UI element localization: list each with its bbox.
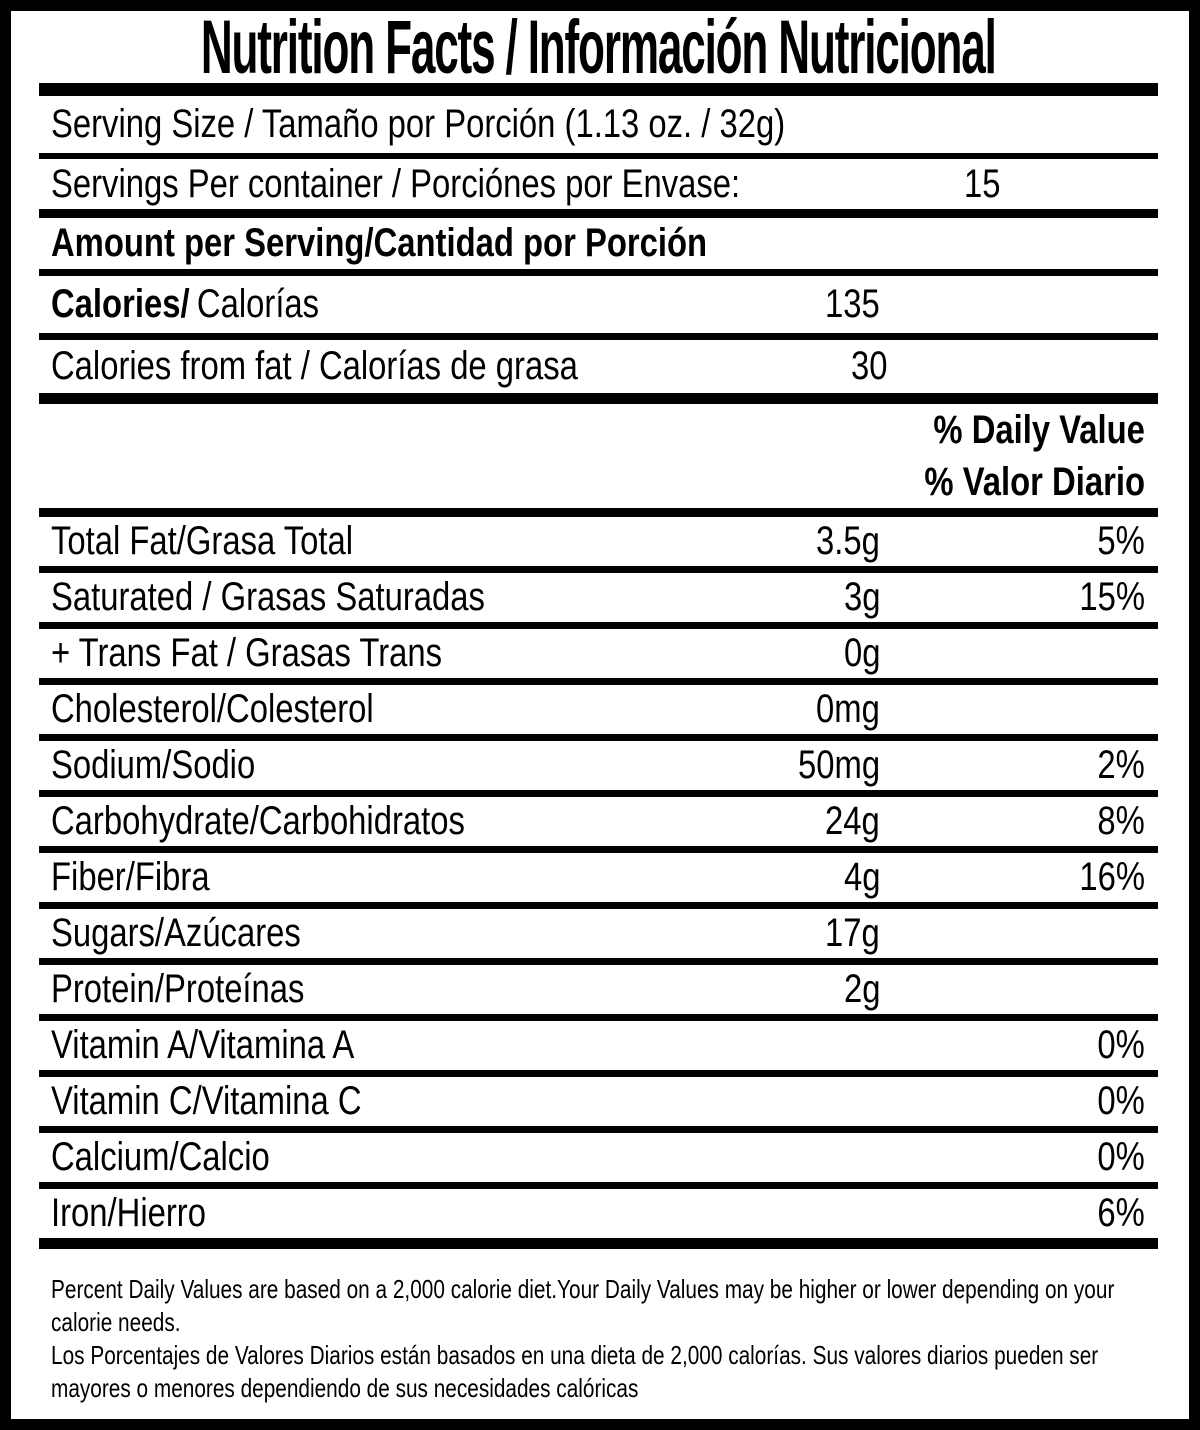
nutrient-row: Total Fat/Grasa Total 3.5g 5% — [39, 517, 1158, 566]
nutrient-dv: 0% — [1097, 1135, 1145, 1179]
nutrient-row: Carbohydrate/Carbohidratos 24g 8% — [39, 797, 1158, 846]
row-divider — [39, 269, 1158, 276]
row-divider — [39, 958, 1158, 965]
nutrient-label: Iron/Hierro — [51, 1191, 206, 1235]
nutrient-label: Vitamin A/Vitamina A — [51, 1023, 355, 1067]
nutrient-dv: 0% — [1097, 1023, 1145, 1067]
nutrient-dv: 0% — [1097, 1079, 1145, 1123]
nutrient-dv: 8% — [1097, 799, 1145, 843]
servings-per-container-row: Servings Per container / Porciónes por E… — [39, 159, 1158, 209]
nutrient-row: Iron/Hierro 6% — [39, 1189, 1158, 1238]
servings-per-container-value: 15 — [964, 161, 1001, 206]
nutrient-dv: 16% — [1079, 855, 1145, 899]
title-row: Nutrition Facts / Información Nutriciona… — [39, 11, 1158, 90]
section-divider — [39, 393, 1158, 404]
calories-label-es: Calorías — [196, 282, 320, 326]
row-divider — [39, 1126, 1158, 1133]
nutrient-row: + Trans Fat / Grasas Trans 0g — [39, 629, 1158, 678]
row-divider — [39, 1014, 1158, 1021]
nutrient-dv: 5% — [1097, 519, 1145, 563]
amount-per-serving-label: Amount per Serving/Cantidad por Porción — [51, 221, 708, 265]
nutrient-dv: 2% — [1097, 743, 1145, 787]
nutrient-row: Saturated / Grasas Saturadas 3g 15% — [39, 573, 1158, 622]
row-divider — [39, 902, 1158, 909]
nutrient-label: Protein/Proteínas — [51, 967, 305, 1011]
nutrient-row: Vitamin A/Vitamina A 0% — [39, 1021, 1158, 1070]
row-divider — [39, 846, 1158, 853]
nutrient-amount: 2g — [843, 967, 880, 1011]
section-divider — [39, 209, 1158, 218]
section-divider — [39, 508, 1158, 517]
nutrient-amount: 24g — [825, 799, 880, 843]
serving-size-row: Serving Size / Tamaño por Porción (1.13 … — [39, 96, 1158, 153]
nutrient-amount: 0mg — [816, 687, 880, 731]
title-divider-bar — [39, 83, 1158, 96]
label-inner: Nutrition Facts / Información Nutriciona… — [11, 11, 1189, 1405]
nutrient-amount: 4g — [843, 855, 880, 899]
footnote-en-line1: Percent Daily Values are based on a 2,00… — [51, 1274, 1115, 1304]
nutrient-row: Sugars/Azúcares 17g — [39, 909, 1158, 958]
nutrient-dv: 6% — [1097, 1191, 1145, 1235]
row-divider — [39, 1070, 1158, 1077]
nutrient-label: Sugars/Azúcares — [51, 911, 301, 955]
footnote-es-line1: Los Porcentajes de Valores Diarios están… — [51, 1340, 1099, 1370]
nutrient-row: Sodium/Sodio 50mg 2% — [39, 741, 1158, 790]
daily-value-header-en-row: % Daily Value — [39, 404, 1158, 456]
nutrient-label: Sodium/Sodio — [51, 743, 256, 787]
nutrient-label: Calcium/Calcio — [51, 1135, 270, 1179]
nutrient-amount: 0g — [843, 631, 880, 675]
section-divider — [39, 1238, 1158, 1249]
calories-value: 135 — [825, 282, 880, 326]
row-divider — [39, 566, 1158, 573]
daily-value-header-es-row: % Valor Diario — [39, 456, 1158, 508]
row-divider — [39, 790, 1158, 797]
row-divider — [39, 734, 1158, 741]
nutrient-dv: 15% — [1079, 575, 1145, 619]
nutrient-label: Total Fat/Grasa Total — [51, 519, 354, 563]
footnote: Percent Daily Values are based on a 2,00… — [51, 1273, 1145, 1405]
footnote-en-line2: calorie needs. — [51, 1307, 181, 1337]
nutrient-label: Saturated / Grasas Saturadas — [51, 575, 485, 619]
serving-size-label: Serving Size / Tamaño por Porción (1.13 … — [51, 102, 786, 146]
row-divider — [39, 1182, 1158, 1189]
row-divider — [39, 153, 1158, 159]
row-divider — [39, 678, 1158, 685]
nutrient-amount: 3g — [843, 575, 880, 619]
nutrient-amount: 50mg — [797, 743, 880, 787]
nutrient-label: Vitamin C/Vitamina C — [51, 1079, 362, 1123]
nutrient-amount: 17g — [825, 911, 880, 955]
daily-value-header-en: % Daily Value — [933, 407, 1145, 452]
nutrient-label: Cholesterol/Colesterol — [51, 687, 374, 731]
nutrient-label: Fiber/Fibra — [51, 855, 210, 899]
nutrient-label: + Trans Fat / Grasas Trans — [51, 631, 443, 675]
nutrient-row: Fiber/Fibra 4g 16% — [39, 853, 1158, 902]
nutrient-label: Carbohydrate/Carbohidratos — [51, 799, 465, 843]
calories-from-fat-value: 30 — [851, 344, 888, 388]
footnote-es-line2: mayores o menores dependiendo de sus nec… — [51, 1373, 639, 1403]
nutrient-row: Protein/Proteínas 2g — [39, 965, 1158, 1014]
amount-per-serving-header: Amount per Serving/Cantidad por Porción — [39, 218, 1158, 269]
calories-label: Calories/Calorías — [51, 282, 319, 327]
servings-per-container-label: Servings Per container / Porciónes por E… — [51, 161, 741, 206]
nutrient-amount: 3.5g — [816, 519, 880, 563]
calories-row: Calories/Calorías 135 — [39, 276, 1158, 333]
nutrient-row: Vitamin C/Vitamina C 0% — [39, 1077, 1158, 1126]
page-title: Nutrition Facts / Información Nutriciona… — [201, 4, 997, 90]
row-divider — [39, 333, 1158, 340]
nutrient-row: Cholesterol/Colesterol 0mg — [39, 685, 1158, 734]
nutrient-row: Calcium/Calcio 0% — [39, 1133, 1158, 1182]
calories-from-fat-label: Calories from fat / Calorías de grasa — [51, 344, 578, 388]
row-divider — [39, 622, 1158, 629]
calories-from-fat-row: Calories from fat / Calorías de grasa 30 — [39, 340, 1158, 393]
calories-label-en: Calories/ — [51, 282, 190, 326]
daily-value-header-es: % Valor Diario — [924, 459, 1145, 504]
